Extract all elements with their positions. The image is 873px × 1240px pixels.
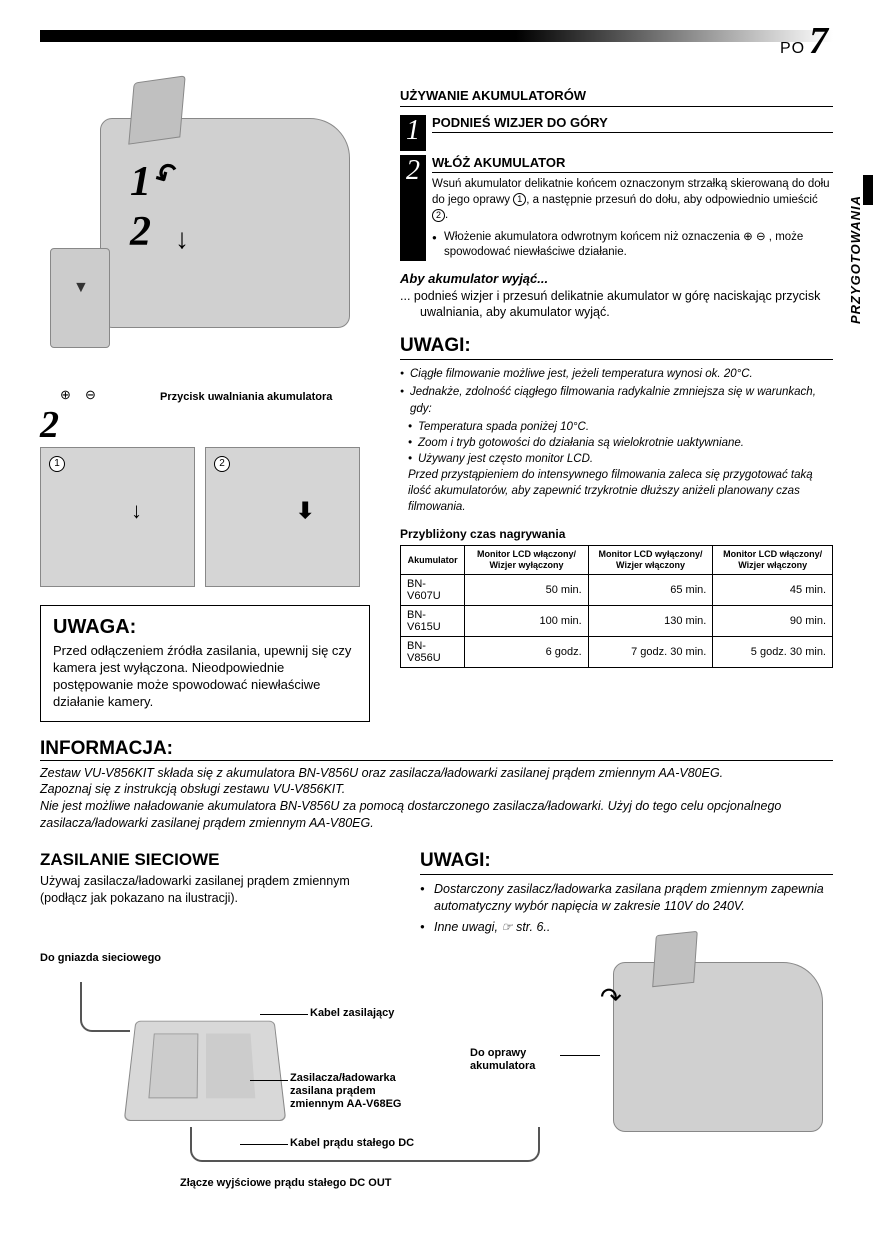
power-section: ZASILANIE SIECIOWE Używaj zasilacza/łado… (40, 850, 395, 940)
section-title-using-batteries: UŻYWANIE AKUMULATORÓW (400, 88, 833, 107)
cell: 130 min. (588, 605, 713, 636)
note-2-sub3: Używany jest często monitor LCD. (400, 451, 833, 467)
side-tab-label: PRZYGOTOWANIA (848, 195, 863, 324)
remove-battery-text: ... podnieś wizjer i przesuń delikatnie … (400, 288, 833, 322)
sub-image-2: 2 ⬇ (205, 447, 360, 587)
notes-list: Ciągłe filmowanie możliwe jest, jeżeli t… (400, 366, 833, 515)
table-row: BN-V856U 6 godz. 7 godz. 30 min. 5 godz.… (401, 636, 833, 667)
lead-line (250, 1080, 288, 1081)
page-header: PO 7 (40, 19, 833, 63)
power-text: Używaj zasilacza/ładowarki zasilanej prą… (40, 873, 395, 907)
note-1: Ciągłe filmowanie możliwe jest, jeżeli t… (400, 366, 833, 382)
cable-segment (190, 1127, 540, 1162)
step-1-block: 1 PODNIEŚ WIZJER DO GÓRY (400, 115, 833, 151)
sub-image-2-badge: 2 (214, 456, 230, 472)
step-2-block: 2 WŁÓŻ AKUMULATOR Wsuń akumulator delika… (400, 155, 833, 261)
circled-2-icon: 2 (432, 209, 445, 222)
sub-image-1: 1 ↓ (40, 447, 195, 587)
notes-heading: UWAGI: (400, 335, 833, 360)
step-2-title: WŁÓŻ AKUMULATOR (432, 155, 833, 173)
th-0: Akumulator (401, 546, 465, 575)
power-notes-section: UWAGI: Dostarczony zasilacz/ładowarka za… (420, 850, 833, 940)
polarity-plus: ⊕ (60, 387, 71, 403)
page-prefix: PO (780, 40, 805, 57)
table-title: Przybliżony czas nagrywania (400, 527, 833, 541)
table-row: BN-V607U 50 min. 65 min. 45 min. (401, 574, 833, 605)
sub-image-1-badge: 1 (49, 456, 65, 472)
label-battery-mount: Do oprawy akumulatora (470, 1047, 560, 1073)
info-l3: Nie jest możliwe naładowanie akumulatora… (40, 798, 833, 832)
arrow-down-icon: ↓ (131, 498, 142, 524)
camera-sketch-2 (613, 962, 823, 1132)
label-outlet: Do gniazda sieciowego (40, 952, 161, 965)
arrow-down-bold-icon: ⬇ (296, 498, 314, 524)
cell: BN-V607U (401, 574, 465, 605)
cell: 6 godz. (465, 636, 588, 667)
caution-box: UWAGA: Przed odłączeniem źródła zasilani… (40, 605, 370, 722)
main-illustration: 1 ↶ 2 ↓ ▼ ⊕ ⊖ (40, 118, 350, 398)
th-3: Monitor LCD włączony/ Wizjer włączony (713, 546, 833, 575)
cable-segment (80, 982, 130, 1032)
step-2-text-c: . (445, 209, 448, 221)
sub-images-row: 1 ↓ 2 ⬇ (40, 447, 380, 587)
recording-time-table: Akumulator Monitor LCD włączony/ Wizjer … (400, 545, 833, 668)
caution-text: Przed odłączeniem źródła zasilania, upew… (53, 643, 357, 711)
power-heading: ZASILANIE SIECIOWE (40, 850, 395, 870)
informacja-text: Zestaw VU-V856KIT składa się z akumulato… (40, 765, 833, 833)
battery-sketch: ▼ (50, 248, 110, 348)
th-2: Monitor LCD wyłączony/ Wizjer włączony (588, 546, 713, 575)
note-2-sub1: Temperatura spada poniżej 10°C. (400, 419, 833, 435)
step-2-text-b: , a następnie przesuń do dołu, aby odpow… (526, 194, 818, 206)
step-2-marker: 2 (130, 208, 151, 256)
informacja-heading: INFORMACJA: (40, 738, 833, 761)
info-l1: Zestaw VU-V856KIT składa się z akumulato… (40, 765, 833, 782)
remove-battery-heading: Aby akumulator wyjąć... (400, 271, 833, 286)
cell: 90 min. (713, 605, 833, 636)
note-2-sub2: Zoom i tryb gotowości do działania są wi… (400, 435, 833, 451)
cell: 50 min. (465, 574, 588, 605)
battery-arrow: ▼ (73, 279, 89, 297)
cell: 65 min. (588, 574, 713, 605)
cell: 45 min. (713, 574, 833, 605)
arrow-down-icon: ↓ (175, 223, 189, 255)
cell: 100 min. (465, 605, 588, 636)
charger-sketch (124, 1020, 287, 1120)
left-column: 1 ↶ 2 ↓ ▼ ⊕ ⊖ Przycisk uwalniania akumul… (40, 88, 380, 722)
lead-line (560, 1055, 600, 1056)
cell: 7 godz. 30 min. (588, 636, 713, 667)
polarity-minus: ⊖ (85, 387, 96, 403)
step-2-number: 2 (400, 155, 426, 261)
arrow-curve-icon: ↷ (600, 982, 622, 1013)
cell: 5 godz. 30 min. (713, 636, 833, 667)
label-power-cable: Kabel zasilający (310, 1007, 394, 1020)
lead-line (260, 1014, 308, 1015)
table-row: BN-V615U 100 min. 130 min. 90 min. (401, 605, 833, 636)
step-1-title: PODNIEŚ WIZJER DO GÓRY (432, 115, 833, 133)
cell: BN-V615U (401, 605, 465, 636)
note-tail: Przed przystąpieniem do intensywnego fil… (400, 467, 833, 515)
step-1-number: 1 (400, 115, 426, 151)
side-black-tab (863, 175, 873, 205)
right-column: UŻYWANIE AKUMULATORÓW 1 PODNIEŚ WIZJER D… (400, 88, 833, 722)
circled-1-icon: 1 (513, 193, 526, 206)
step-2-bullet: Włożenie akumulatora odwrotnym końcem ni… (432, 230, 833, 261)
page-number: 7 (809, 20, 828, 62)
big-step-2: 2 (40, 403, 380, 447)
power-diagram: Do gniazda sieciowego Kabel zasilający Z… (40, 952, 833, 1232)
label-adapter: Zasilacza/ładowarka zasilana prądem zmie… (290, 1072, 420, 1112)
step-2-text: Wsuń akumulator delikatnie końcem oznacz… (432, 177, 833, 224)
power-note-1: Dostarczony zasilacz/ładowarka zasilana … (420, 881, 833, 915)
power-note-2: Inne uwagi, ☞ str. 6.. (420, 919, 833, 936)
label-dc-out: Złącze wyjściowe prądu stałego DC OUT (180, 1177, 392, 1190)
th-1: Monitor LCD włączony/ Wizjer wyłączony (465, 546, 588, 575)
power-notes-heading: UWAGI: (420, 850, 833, 875)
note-2: Jednakże, zdolność ciągłego filmowania r… (400, 384, 833, 416)
info-l2: Zapoznaj się z instrukcją obsługi zestaw… (40, 781, 833, 798)
cell: BN-V856U (401, 636, 465, 667)
caution-title: UWAGA: (53, 616, 357, 639)
